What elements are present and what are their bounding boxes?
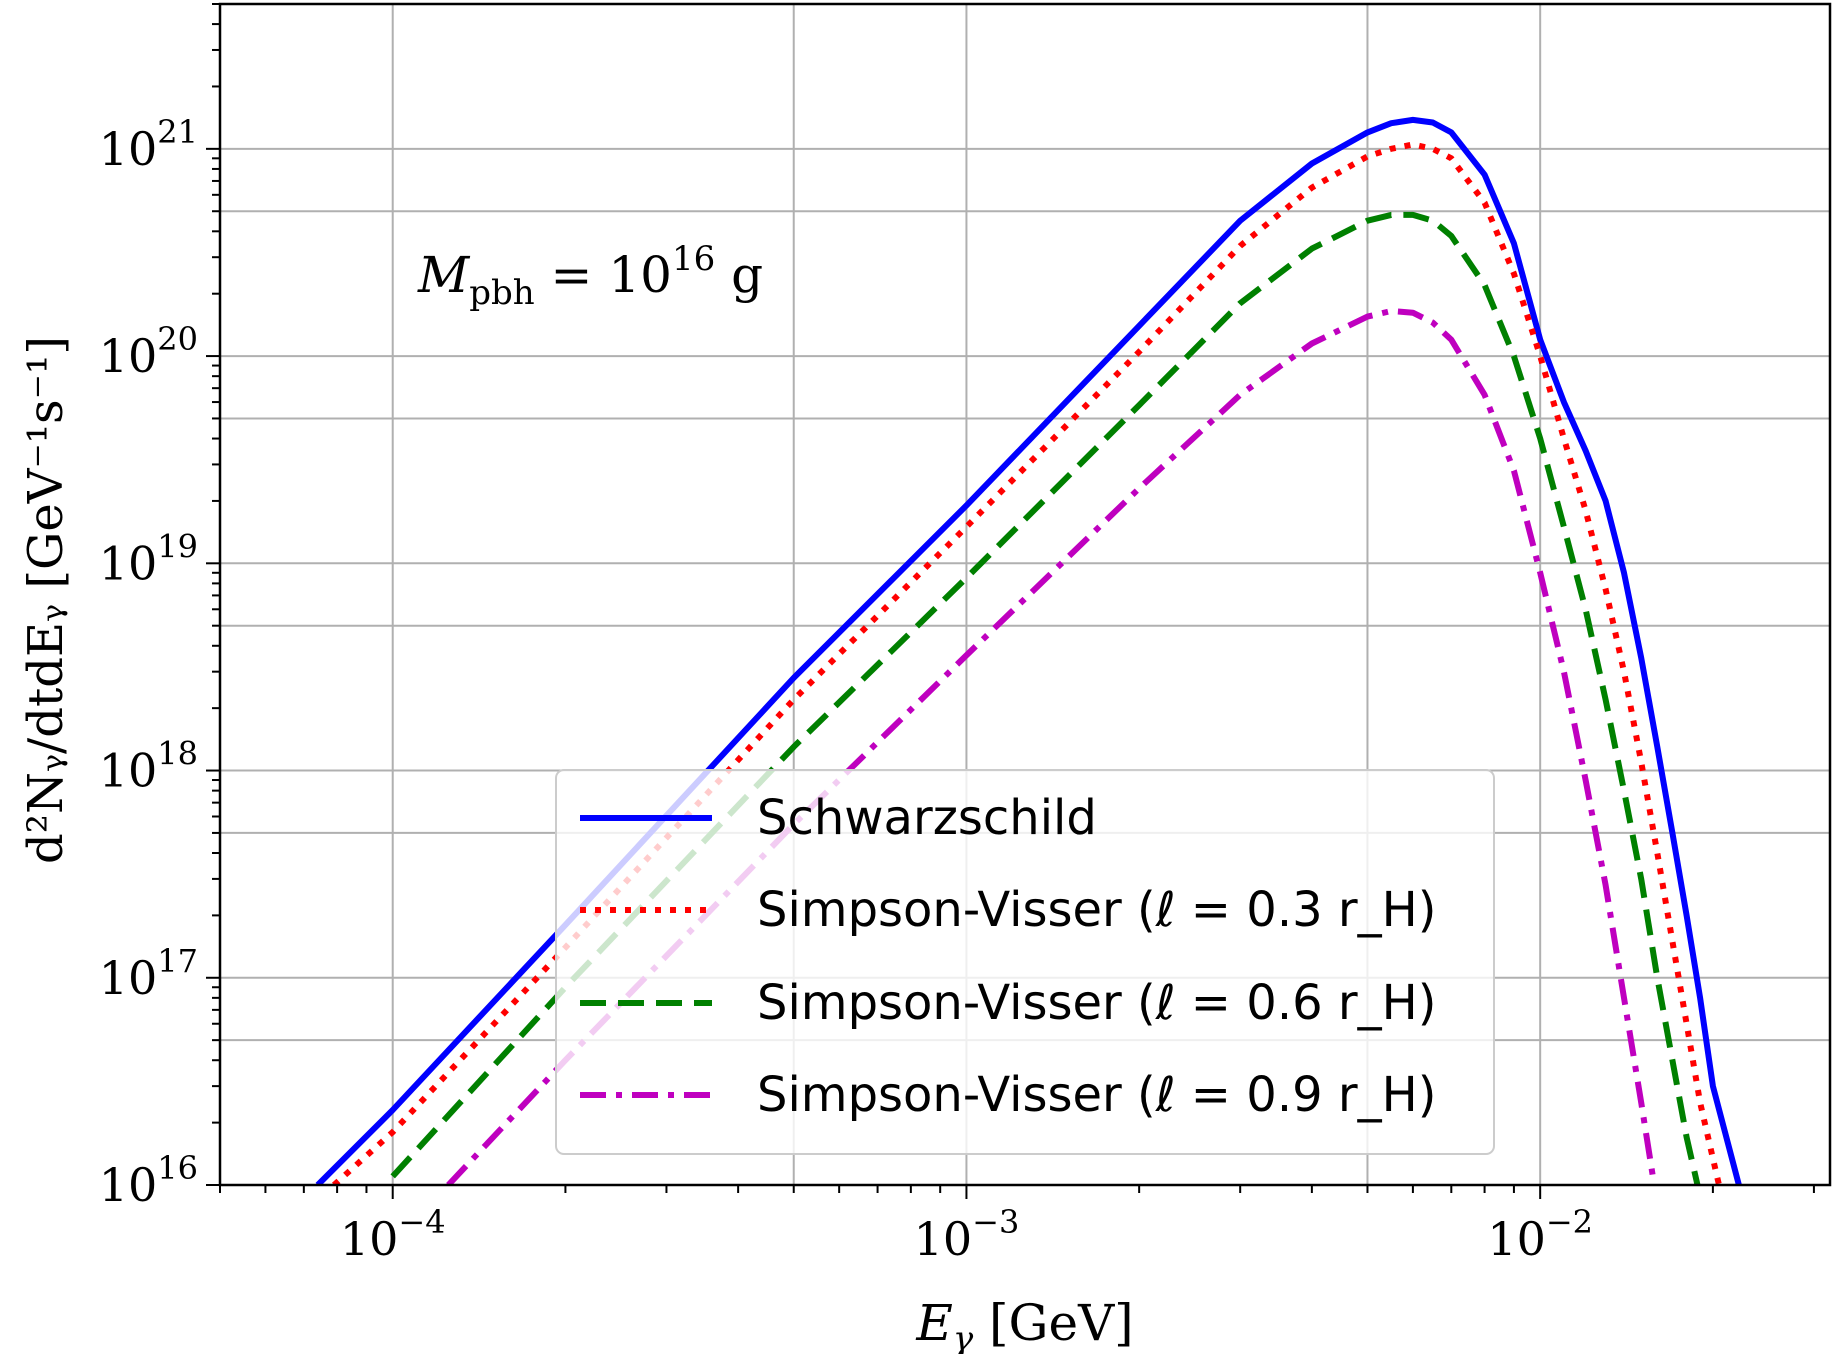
ticks: 10−4 10−3 10−2 1016 1017 1018 1019 1020 1021	[99, 3, 1815, 1266]
series-line-1	[315, 116, 1742, 1185]
y-tick-label: 1018	[99, 735, 198, 798]
legend-label-3: Simpson-Visser (ℓ = 0.6 r_H)	[757, 975, 1436, 1031]
y-tick-label: 1017	[99, 942, 198, 1005]
series-line-3	[390, 211, 1701, 1185]
series-layer	[315, 116, 1742, 1185]
legend-box	[555, 769, 1495, 1155]
annotation: Mpbh = 1016 g	[417, 239, 763, 313]
x-axis-label: Eγ [GeV]	[915, 1294, 1133, 1354]
legend-label-2: Simpson-Visser (ℓ = 0.3 r_H)	[757, 882, 1436, 938]
y-tick-label: 1016	[99, 1149, 198, 1212]
y-axis-label: d²Nᵧ/dtdEᵧ [GeV⁻¹s⁻¹]	[18, 336, 74, 864]
series-line-4	[446, 308, 1658, 1185]
x-tick-label: 10−3	[914, 1203, 1020, 1266]
y-tick-label: 1019	[99, 527, 198, 590]
legend-label-1: Schwarzschild	[757, 790, 1097, 846]
legend-label-4: Simpson-Visser (ℓ = 0.9 r_H)	[757, 1067, 1436, 1123]
y-tick-label: 1021	[99, 113, 198, 176]
x-tick-label: 10−2	[1487, 1203, 1593, 1266]
legend: Schwarzschild Simpson-Visser (ℓ = 0.3 r_H…	[555, 769, 1495, 1155]
series-line-2	[331, 141, 1722, 1185]
x-tick-label: 10−4	[340, 1203, 446, 1266]
y-tick-label: 1020	[99, 320, 198, 383]
